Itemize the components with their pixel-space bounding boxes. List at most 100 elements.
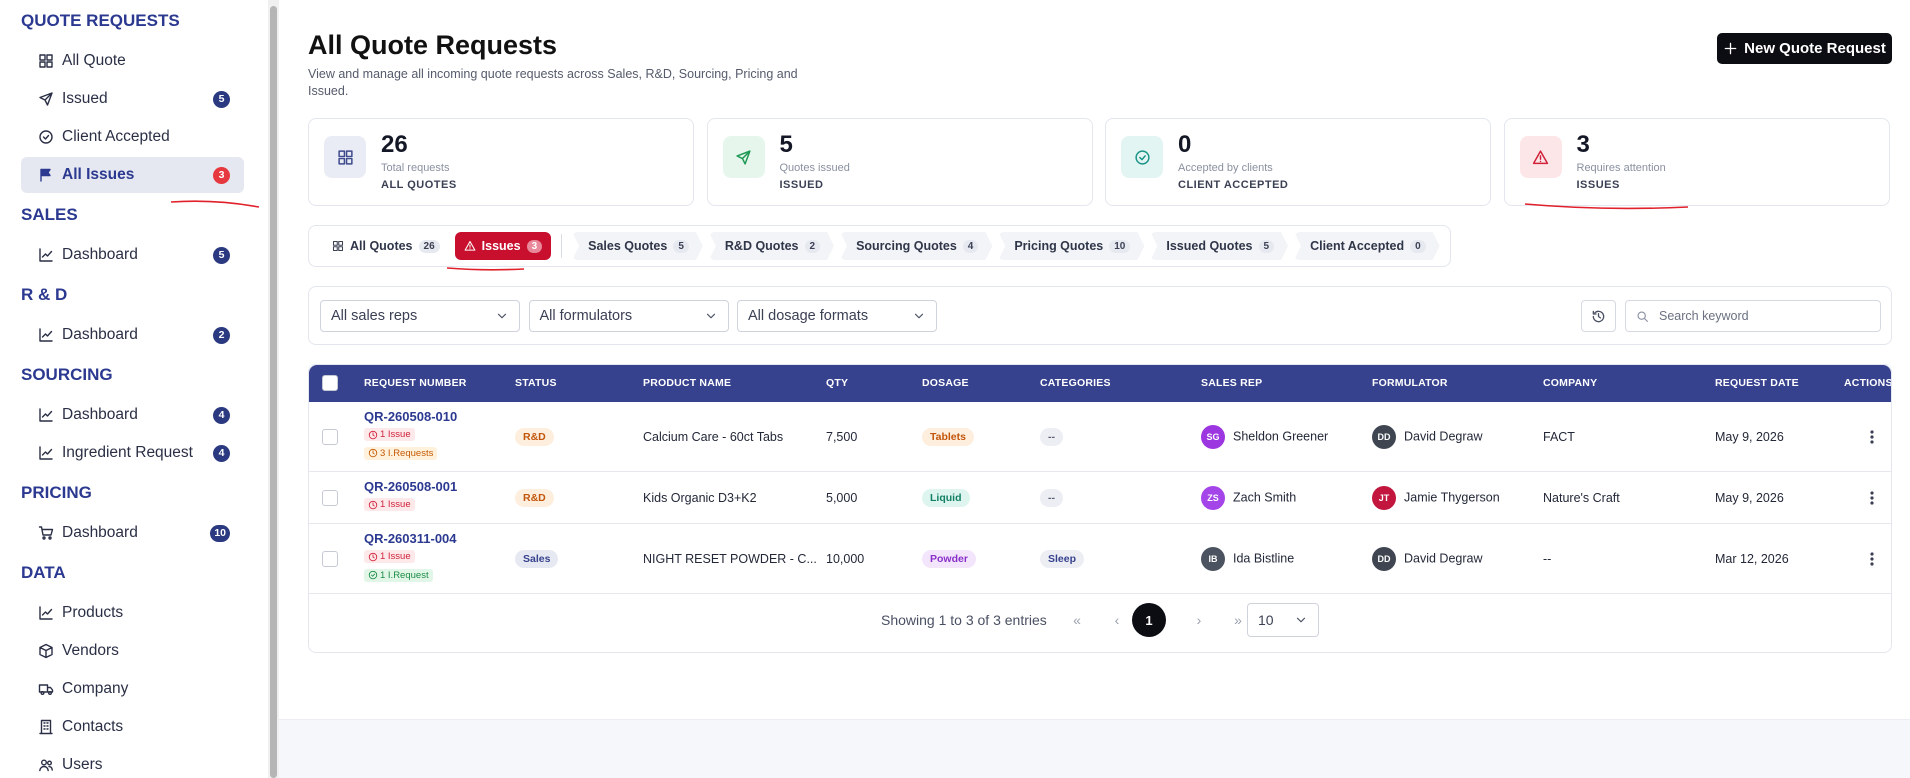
request-flag-text: 1 I.Request [380,569,429,581]
history-button[interactable] [1581,300,1616,332]
sidebar-item[interactable]: Dashboard 10 [21,515,244,551]
company: FACT [1543,430,1575,444]
tab[interactable]: Client Accepted 0 [1294,232,1440,260]
flag-wrap: 1 I.Request [364,565,457,584]
sidebar-item-label: Company [62,680,129,697]
sidebar-item[interactable]: Products [21,595,244,631]
search-input[interactable]: Search keyword [1625,300,1881,332]
icon-part [1870,562,1874,566]
icon [368,448,378,458]
pagination-nav[interactable]: « [1073,612,1081,628]
request-flag-text: 1 Issue [380,551,411,562]
category-pill: -- [1040,489,1063,507]
icon-part [1592,310,1605,322]
icon-part [38,684,54,693]
tab[interactable]: R&D Quotes 2 [709,232,834,260]
sidebar-item[interactable]: All Quote [21,43,244,79]
tab[interactable]: Sales Quotes 5 [572,232,703,260]
stat-icon [324,136,366,178]
sidebar-item-label: Dashboard [62,246,138,263]
sidebar-item[interactable]: Ingredient Request 4 [21,435,244,471]
sidebar-badge: 4 [213,406,230,424]
page-title: All Quote Requests [308,30,558,60]
sidebar-item[interactable]: Dashboard 2 [21,317,244,353]
icon-part [337,157,345,165]
icon-part [39,765,49,772]
sidebar-item[interactable]: Contacts [21,709,244,745]
sidebar-item[interactable]: Dashboard 4 [21,397,244,433]
pagination-nav[interactable]: › [1196,612,1202,628]
pagination-current-page[interactable]: 1 [1132,603,1166,637]
filter-select[interactable]: All dosage formats [737,300,937,332]
stat-icon [1121,136,1163,178]
tab[interactable]: Issued Quotes 5 [1150,232,1288,260]
page-size-value: 10 [1258,612,1274,628]
status-pill: Sales [515,550,559,568]
icon [1134,149,1150,165]
column-header: COMPANY [1543,377,1598,389]
icon [38,526,54,540]
icon [368,570,378,580]
sidebar-section-title: SALES [21,205,78,224]
request-date: May 9, 2026 [1715,491,1784,505]
tab[interactable]: Issues 3 [454,232,552,260]
category-pill: -- [1040,428,1063,446]
request-number[interactable]: QR-260508-001 [364,479,458,494]
icon-part [1870,435,1874,439]
row-actions[interactable] [1864,490,1880,509]
icon [40,168,51,182]
filter-select[interactable]: All formulators [528,300,729,332]
search-placeholder: Search keyword [1659,309,1749,323]
scrollbar-thumb[interactable] [270,6,277,778]
quantity: 10,000 [826,552,865,566]
sidebar-item-label: Contacts [62,718,124,735]
column-header: CATEGORIES [1040,377,1111,389]
icon [39,446,53,460]
new-quote-button[interactable]: New Quote Request [1717,33,1892,64]
sidebar-item-label: Users [62,756,103,773]
column-header: QTY [826,377,849,389]
sidebar-item[interactable]: Dashboard 5 [21,237,244,273]
tab[interactable]: Pricing Quotes 10 [998,232,1144,260]
icon-part [368,448,378,458]
table-row: QR-260311-004 1 Issue 1 I.Request Sales NIGH… [309,524,1891,594]
request-flag-text: 3 I.Requests [380,447,434,459]
row-actions[interactable] [1864,429,1880,448]
tab[interactable]: All Quotes 26 [323,232,449,260]
icon [39,643,53,659]
tab-count: 4 [963,240,979,253]
request-number[interactable]: QR-260508-010 [364,409,458,424]
sidebar-item[interactable]: Vendors [21,633,244,669]
sales-rep-cell: SG Sheldon Greener [1201,425,1328,449]
icon-part [39,92,53,106]
sidebar-item[interactable]: Company [21,671,244,707]
sidebar-section-title: R & D [21,285,68,304]
select-all-checkbox[interactable] [322,375,338,391]
row-checkbox[interactable] [322,429,338,445]
pagination-nav[interactable]: » [1234,612,1242,628]
page-size-select[interactable]: 10 [1247,603,1319,637]
company: Nature's Craft [1543,491,1620,505]
row-checkbox[interactable] [322,551,338,567]
filter-select[interactable]: All sales reps [320,300,520,332]
icon-part [39,719,53,735]
row-checkbox[interactable] [322,490,338,506]
sidebar-item[interactable]: All Issues 3 [21,157,244,193]
request-number[interactable]: QR-260311-004 [364,531,457,546]
sidebar-item-label: All Issues [62,166,135,183]
pagination-nav[interactable]: ‹ [1114,612,1120,628]
tab-count: 5 [1259,240,1275,253]
sidebar-section-title: DATA [21,563,66,582]
sidebar-item[interactable]: Client Accepted [21,119,244,155]
sidebar-item[interactable]: Issued 5 [21,81,244,117]
icon [39,328,53,342]
icon-part [332,240,338,246]
tab[interactable]: Sourcing Quotes 4 [840,232,992,260]
icon-part [46,760,52,766]
icon [39,92,53,106]
row-actions[interactable] [1864,551,1880,570]
request-flag-text: 1 Issue [380,429,411,440]
tab-label: Pricing Quotes [1014,239,1104,253]
sidebar-item[interactable]: Users [21,747,244,778]
page-subtitle: View and manage all incoming quote reque… [308,67,798,98]
